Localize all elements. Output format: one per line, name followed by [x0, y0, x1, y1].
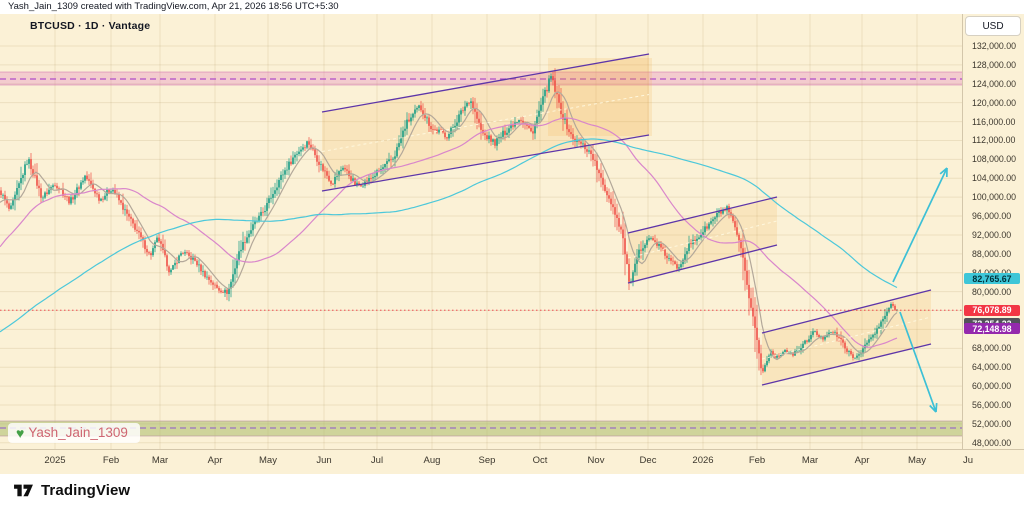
price-tick-label: 116,000.00 — [972, 116, 1016, 127]
price-tick-label: 112,000.00 — [972, 135, 1016, 146]
price-tag: 76,078.89 — [964, 304, 1020, 316]
channel-2-midline — [627, 220, 778, 259]
channel-1-fill — [322, 54, 649, 191]
down-arrow — [899, 311, 937, 413]
price-axis[interactable]: USD 132,000.00 128,000.00 124,000.00 120,00… — [962, 14, 1024, 449]
time-tick-label: Sep — [478, 455, 496, 466]
price-tick-label: 84,000.00 — [972, 268, 1011, 278]
channel-3-lower — [761, 343, 932, 386]
time-tick-label: Mar — [801, 455, 819, 466]
watermark: ♥ Yash_Jain_1309 — [8, 423, 140, 443]
channel-2-upper — [627, 196, 778, 234]
sma-mid — [0, 117, 898, 348]
price-tick-label: 92,000.00 — [972, 229, 1012, 240]
price-tick-label: 60,000.00 — [972, 381, 1012, 392]
price-tick-label: 68,000.00 — [972, 343, 1012, 354]
time-tick-label: Jun — [316, 455, 332, 466]
heart-icon: ♥ — [16, 424, 25, 441]
up-arrow — [892, 167, 948, 283]
channel-3-upper — [761, 289, 932, 334]
channel-1-lower — [321, 134, 650, 192]
candlestick-chart[interactable] — [0, 14, 963, 474]
time-tick-label: Mar — [151, 455, 169, 466]
price-tick-label: 52,000.00 — [972, 418, 1012, 429]
channel-3-fill — [762, 290, 931, 385]
channel-1-midline — [321, 94, 650, 152]
time-tick-label: Jul — [370, 455, 384, 466]
time-axis[interactable]: 2025 Feb Mar Apr May Jun Jul Aug Sep Oct Nov Dec 202… — [0, 449, 1024, 475]
currency-button[interactable]: USD — [965, 16, 1021, 36]
price-tick-label: 56,000.00 — [972, 400, 1012, 410]
channel-3-midline — [761, 316, 932, 360]
price-tick-label: 64,000.00 — [972, 362, 1012, 373]
price-tick-label: 104,000.00 — [972, 173, 1017, 184]
price-tick-label: 48,000.00 — [972, 437, 1012, 448]
price-tick-label: 120,000.00 — [972, 97, 1017, 108]
sma-fast — [0, 91, 898, 361]
time-tick-label: Apr — [854, 455, 870, 466]
price-tick-label: 96,000.00 — [972, 211, 1012, 222]
watermark-text: Yash_Jain_1309 — [28, 425, 128, 440]
price-tick-label: 108,000.00 — [972, 154, 1017, 165]
chart-region[interactable]: BTCUSD · 1D · Vantage ♥ Yash_Jain_1309 U… — [0, 14, 1024, 475]
time-tick-label: Feb — [748, 455, 766, 466]
time-tick-label: Nov — [587, 455, 605, 466]
tradingview-logo-text: TradingView — [41, 481, 131, 499]
price-tick-label: 128,000.00 — [972, 59, 1017, 70]
time-tick-label: 2026 — [692, 455, 714, 466]
footer-bar: TradingView — [0, 474, 1024, 508]
attribution-text: Yash_Jain_1309 created with TradingView.… — [8, 1, 339, 12]
price-tick-label: 80,000.00 — [972, 286, 1012, 297]
channel-2-lower — [627, 244, 778, 284]
price-tick-label: 88,000.00 — [972, 248, 1012, 259]
channel-1-upper — [321, 53, 650, 113]
time-tick-label: Feb — [102, 455, 120, 466]
sma-slow — [0, 138, 898, 333]
time-tick-label: 2025 — [44, 455, 66, 466]
price-tick-label: 124,000.00 — [972, 78, 1017, 89]
symbol-legend[interactable]: BTCUSD · 1D · Vantage — [30, 20, 151, 32]
time-tick-label: Dec — [639, 455, 657, 466]
price-tick-label: 100,000.00 — [972, 192, 1017, 203]
time-tick-label: Oct — [532, 455, 548, 466]
price-tag: 82,765.67 — [964, 273, 1020, 285]
time-tick-label: May — [259, 455, 277, 466]
tradingview-logo-icon — [14, 484, 33, 497]
time-tick-label: Ju — [962, 455, 974, 466]
attribution-bar: Yash_Jain_1309 created with TradingView.… — [0, 0, 1024, 14]
price-tag: 72,148.98 — [964, 323, 1020, 335]
time-tick-label: May — [908, 455, 926, 466]
time-tick-label: Apr — [207, 455, 223, 466]
price-tick-label: 132,000.00 — [972, 41, 1017, 51]
time-tick-label: Aug — [423, 455, 441, 466]
tradingview-logo[interactable]: TradingView — [12, 481, 130, 499]
